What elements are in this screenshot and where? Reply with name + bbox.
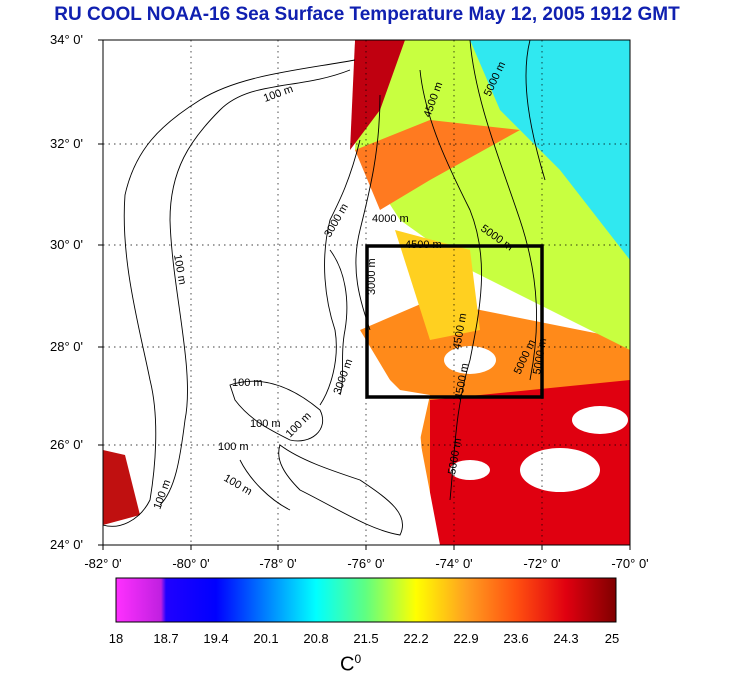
colorbar-tick-label: 24.3: [553, 631, 578, 646]
frame-ticks: [98, 39, 631, 550]
contour-5000m-a: [469, 40, 537, 381]
colorbar-unit-label: C0: [340, 652, 361, 677]
land-mask: [103, 40, 440, 545]
colorbar-tick-label: 19.4: [203, 631, 228, 646]
contour-label: 100 m: [218, 441, 249, 453]
study-area-box: [365, 244, 544, 399]
bahamas-banks-2: [278, 444, 404, 536]
bahamas-banks-3: [329, 249, 348, 396]
longitude-labels: -82° 0' -80° 0' -78° 0' -76° 0' -74° 0' …: [84, 556, 648, 571]
contour-label: 100 m: [171, 253, 188, 285]
contour-label: 100 m: [250, 418, 281, 430]
florida-coastline: [103, 59, 356, 527]
contour-5000m-b: [525, 40, 546, 181]
colorbar: [115, 577, 617, 623]
lat-label: 26° 0': [50, 437, 83, 452]
cloud-patch-3: [450, 460, 490, 480]
sst-region-yellow-mid: [395, 230, 480, 340]
colorbar-tick-label: 21.5: [353, 631, 378, 646]
sst-region-red-north: [350, 40, 405, 150]
colorbar-tick-label: 20.8: [303, 631, 328, 646]
lon-label: -76° 0': [347, 556, 384, 571]
sst-region-warm-band: [355, 120, 520, 210]
unit-superscript: 0: [354, 652, 362, 666]
lon-label: -70° 0': [611, 556, 648, 571]
colorbar-tick-label: 18: [109, 631, 123, 646]
lon-label: -72° 0': [523, 556, 560, 571]
colorbar-tick-label: 20.1: [253, 631, 278, 646]
cloud-patch-2: [572, 406, 628, 434]
sst-imagery: [103, 40, 630, 545]
cloud-patch-1: [520, 448, 600, 492]
lat-label: 30° 0': [50, 237, 83, 252]
contour-label: 3000 m: [366, 258, 378, 295]
colorbar-tick-labels: 18 18.7 19.4 20.1 20.8 21.5 22.2 22.9 23…: [109, 631, 619, 646]
lon-label: -74° 0': [435, 556, 472, 571]
contour-label: 4500 m: [405, 239, 442, 251]
bathymetry-contours: [103, 40, 546, 536]
colorbar-tick-label: 22.2: [403, 631, 428, 646]
contour-3000m: [319, 139, 361, 406]
latitude-labels: 34° 0' 32° 0' 30° 0' 28° 0' 26° 0' 24° 0…: [50, 32, 83, 552]
lon-label: -82° 0': [84, 556, 121, 571]
colorbar-tick-label: 18.7: [153, 631, 178, 646]
west-edge-red: [103, 450, 140, 525]
contour-4000m-a: [355, 94, 381, 331]
map-title: RU COOL NOAA-16 Sea Surface Temperature …: [54, 4, 680, 25]
colorbar-tick-label: 25: [605, 631, 619, 646]
contour-100m-florida: [159, 69, 351, 506]
lat-label: 24° 0': [50, 537, 83, 552]
lon-label: -80° 0': [172, 556, 209, 571]
lat-label: 28° 0': [50, 339, 83, 354]
bahamas-banks-4: [239, 459, 291, 511]
lon-label: -78° 0': [259, 556, 296, 571]
colorbar-tick-label: 22.9: [453, 631, 478, 646]
contour-label: 100 m: [232, 377, 263, 389]
contour-4500m: [419, 69, 482, 501]
bahamas-banks-1: [229, 380, 324, 442]
unit-letter: C: [340, 653, 355, 676]
colorbar-tick-label: 23.6: [503, 631, 528, 646]
sst-region-cyan: [470, 40, 630, 260]
lat-label: 32° 0': [50, 136, 83, 151]
lat-label: 34° 0': [50, 32, 83, 47]
contour-label: 4000 m: [372, 213, 409, 225]
